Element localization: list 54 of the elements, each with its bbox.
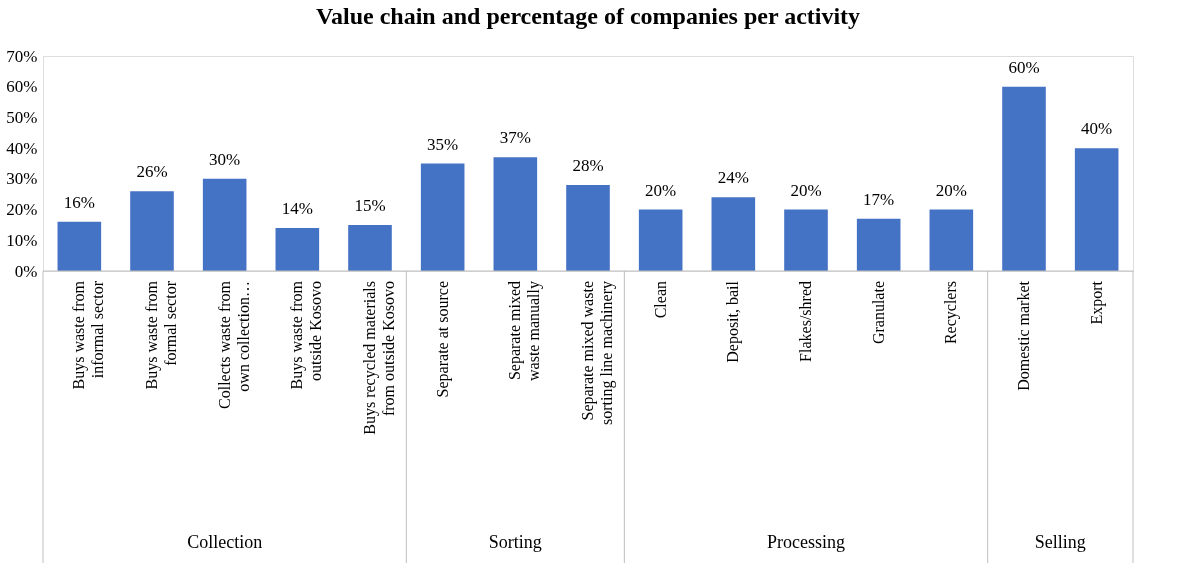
data-label: 26% xyxy=(136,162,168,182)
bar xyxy=(1074,148,1119,271)
y-tick-label: 0% xyxy=(14,261,38,281)
text: Processing xyxy=(767,532,845,552)
x-tick-label: Buys waste from informal sector xyxy=(70,280,107,390)
data-label: 24% xyxy=(717,168,749,188)
bar xyxy=(856,218,901,271)
x-tick-label: Granulate xyxy=(869,281,887,345)
data-label: 37% xyxy=(499,128,531,148)
data-label: 17% xyxy=(863,189,895,209)
data-label: 20% xyxy=(790,180,822,200)
x-tick-label: Recyclers xyxy=(942,281,961,345)
bar xyxy=(711,197,756,271)
bar xyxy=(929,209,974,271)
data-label: 14% xyxy=(281,199,313,218)
chart-title: Value chain and percentage of companies per activity xyxy=(315,3,861,29)
bar xyxy=(275,228,320,271)
data-label: 28% xyxy=(572,156,604,175)
data-label: 20% xyxy=(645,180,677,200)
bar xyxy=(493,157,538,271)
x-tick-label: Clean xyxy=(651,281,669,319)
x-tick-label: Separate mixed waste manually xyxy=(506,281,544,381)
x-tick-label: Separate at source xyxy=(433,281,452,398)
data-label: 30% xyxy=(209,149,241,169)
bar xyxy=(202,178,247,271)
x-tick-label: Flakes/shred xyxy=(797,281,814,362)
y-tick-label: 60% xyxy=(6,77,38,97)
x-tick-label: Collects waste from own collection… xyxy=(215,280,252,409)
data-label: 40% xyxy=(1081,119,1113,139)
x-tick-label: Domestic market xyxy=(1015,280,1032,391)
y-tick-label: 30% xyxy=(6,169,38,189)
y-tick-label: 50% xyxy=(6,107,38,127)
bar xyxy=(57,221,102,271)
bar xyxy=(784,209,828,271)
data-label: 16% xyxy=(63,192,95,212)
bar xyxy=(130,191,174,271)
bar xyxy=(420,163,465,271)
text: Selling xyxy=(1034,532,1086,552)
text: Sorting xyxy=(488,532,542,552)
y-tick-label: 70% xyxy=(6,46,38,66)
y-tick-label: 40% xyxy=(6,138,38,158)
x-tick-label: Export xyxy=(1087,280,1106,325)
bar xyxy=(566,185,610,271)
data-label: 15% xyxy=(354,195,386,215)
data-label: 35% xyxy=(427,134,459,154)
bar xyxy=(1002,86,1046,271)
y-tick-label: 20% xyxy=(6,200,38,220)
bar xyxy=(638,209,683,271)
bar xyxy=(348,224,392,271)
x-tick-label: Deposit, bail xyxy=(724,280,743,363)
data-label: 60% xyxy=(1008,57,1040,77)
text: Collection xyxy=(187,532,263,552)
data-label: 20% xyxy=(935,180,967,200)
y-tick-label: 10% xyxy=(6,230,38,250)
